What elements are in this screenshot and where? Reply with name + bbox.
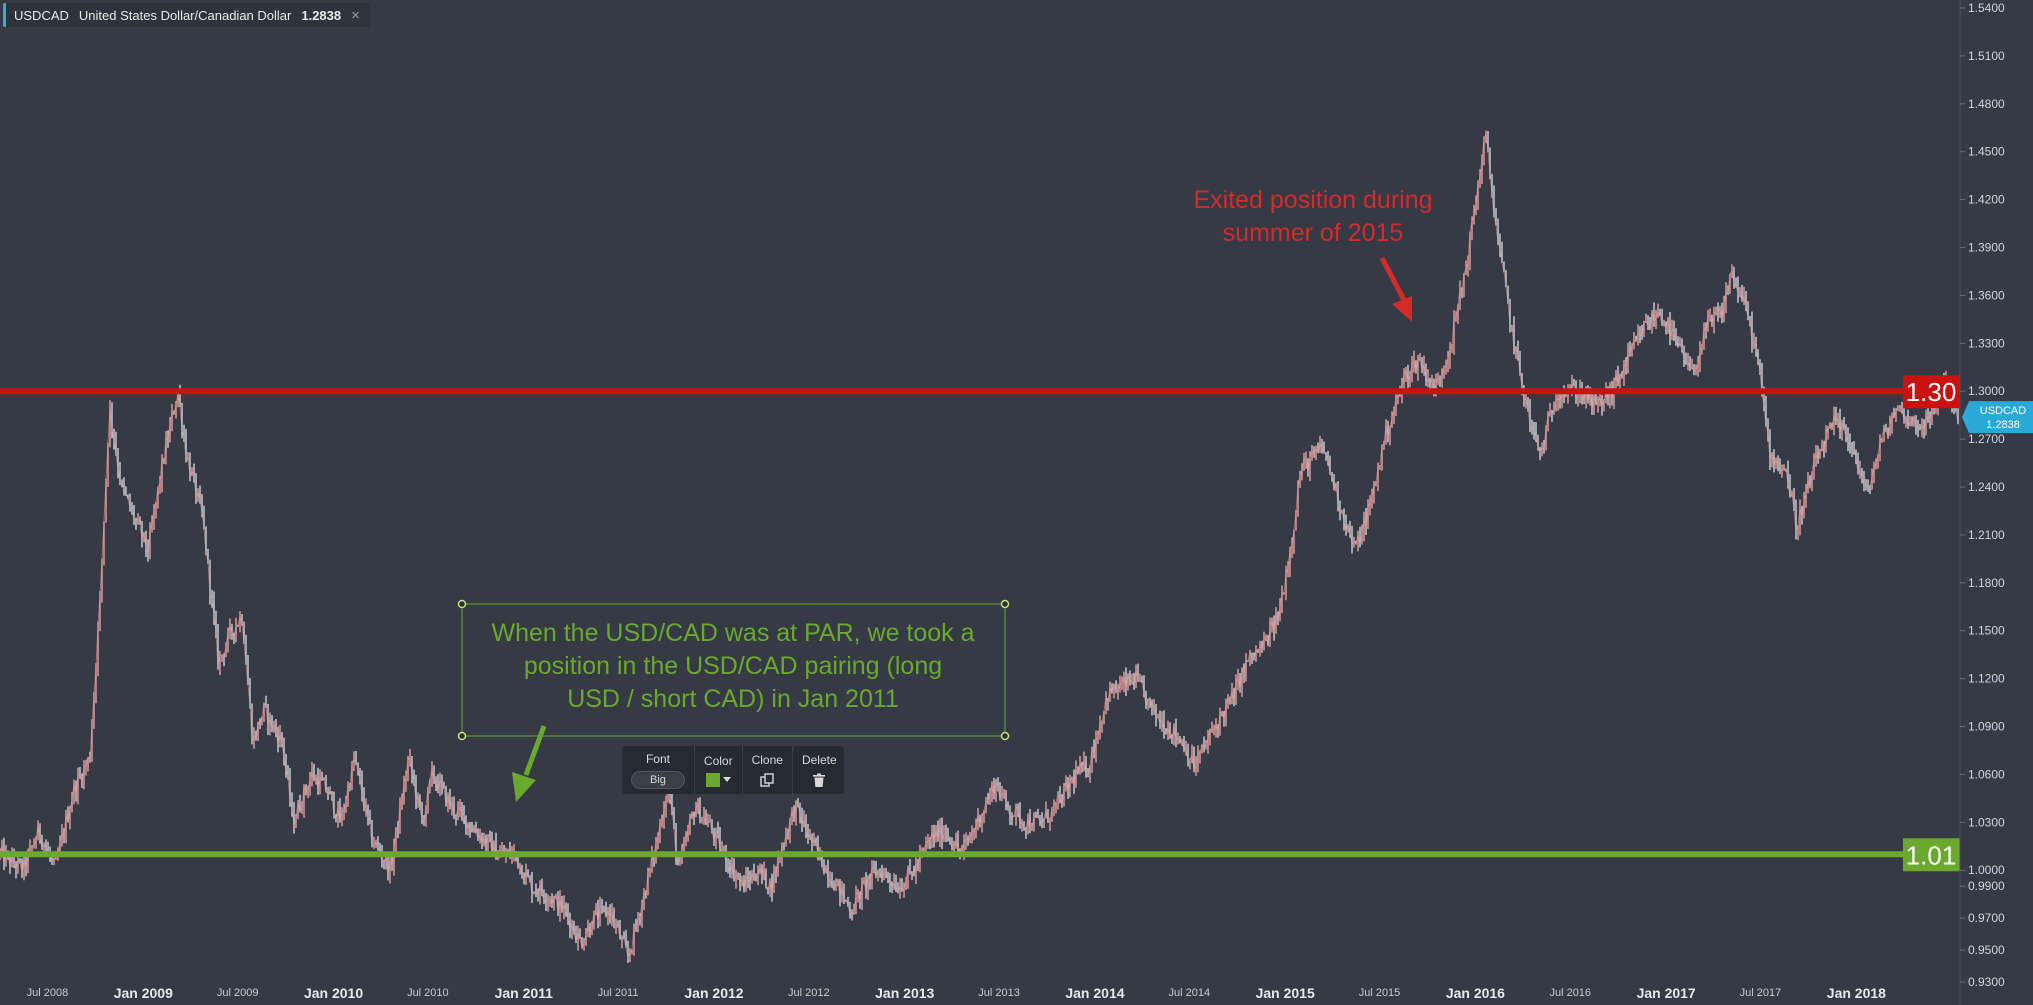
color-picker-button[interactable] xyxy=(705,772,731,787)
x-tick-label: Jan 2017 xyxy=(1637,985,1696,1001)
level-label-bg-1.01 xyxy=(1903,838,1960,872)
y-tick-label: 1.1500 xyxy=(1968,624,2005,638)
x-tick-label: Jan 2011 xyxy=(495,985,554,1001)
y-tick-label: 1.5100 xyxy=(1968,49,2005,63)
entry-annotation-line-1: When the USD/CAD was at PAR, we took a xyxy=(491,619,974,647)
close-icon[interactable]: × xyxy=(351,6,360,24)
exit-annotation-line-2: summer of 2015 xyxy=(1223,219,1404,247)
y-tick-label: 0.9300 xyxy=(1968,975,2005,989)
copy-icon[interactable] xyxy=(759,772,775,788)
y-tick-label: 1.0600 xyxy=(1968,767,2005,781)
exit-annotation-line-1: Exited position during xyxy=(1193,186,1432,214)
y-tick-label: 1.3300 xyxy=(1968,336,2005,350)
x-tick-label: Jul 2014 xyxy=(1168,987,1210,999)
x-tick-label: Jan 2018 xyxy=(1827,985,1886,1001)
y-tick-label: 1.2400 xyxy=(1968,480,2005,494)
x-tick-label: Jan 2014 xyxy=(1065,985,1124,1001)
x-tick-label: Jul 2013 xyxy=(978,987,1020,999)
clone-group: Clone xyxy=(743,746,793,794)
selection-handle-bottom-left[interactable] xyxy=(457,731,467,741)
color-swatch xyxy=(705,772,720,787)
y-tick-label: 1.2700 xyxy=(1968,432,2005,446)
entry-arrow-head xyxy=(512,772,536,802)
selection-handle-top-left[interactable] xyxy=(457,599,467,609)
y-tick-label: 1.4500 xyxy=(1968,145,2005,159)
y-tick-label: 1.1200 xyxy=(1968,672,2005,686)
y-tick-label: 1.0300 xyxy=(1968,815,2005,829)
selection-handle-bottom-right[interactable] xyxy=(1000,731,1010,741)
exit-arrow-head xyxy=(1392,296,1412,322)
entry-annotation-line-2: position in the USD/CAD pairing (long xyxy=(524,652,942,680)
entry-annotation-line-3: USD / short CAD) in Jan 2011 xyxy=(567,685,899,713)
price-line xyxy=(0,132,1959,960)
entry-arrow-shaft xyxy=(523,725,547,776)
text-edit-toolbar: Font Big Color Clone Delete xyxy=(622,746,844,794)
instrument-price: 1.2838 xyxy=(301,7,342,23)
trash-icon[interactable] xyxy=(811,772,827,788)
x-tick-label: Jul 2015 xyxy=(1359,987,1401,999)
font-size-button[interactable]: Big xyxy=(631,770,685,789)
x-tick-label: Jan 2016 xyxy=(1446,985,1505,1001)
x-tick-label: Jul 2010 xyxy=(407,987,449,999)
x-tick-label: Jan 2013 xyxy=(875,985,934,1001)
x-tick-label: Jul 2017 xyxy=(1740,987,1782,999)
x-tick-label: Jul 2009 xyxy=(217,987,259,999)
y-tick-label: 1.3000 xyxy=(1968,384,2005,398)
y-tick-label: 1.4800 xyxy=(1968,97,2005,111)
price-series xyxy=(0,130,1959,963)
current-price-symbol: USDCAD xyxy=(1980,405,2027,417)
chevron-down-icon xyxy=(722,777,731,782)
selection-handle-top-right[interactable] xyxy=(1000,599,1010,609)
level-label-bg-1.30 xyxy=(1903,375,1960,409)
x-tick-label: Jul 2016 xyxy=(1549,987,1591,999)
y-tick-label: 1.0000 xyxy=(1968,863,2005,877)
color-label: Color xyxy=(703,753,733,768)
level-label-1.01: 1.01 xyxy=(1906,840,1957,870)
x-axis[interactable]: Jul 2008 Jan 2009 Jul 2009 Jan 2010 Jul 2010… xyxy=(27,985,1887,1001)
exit-arrow-shaft xyxy=(1379,256,1407,302)
y-tick-label: 1.4200 xyxy=(1968,193,2005,207)
y-axis[interactable]: 1.5400 1.5100 1.4800 1.4500 1.4200 1.3900 1.36… xyxy=(1960,1,2005,989)
horizontal-levels[interactable]: 1.30 1.01 xyxy=(0,375,1960,872)
instrument-name: United States Dollar/Canadian Dollar xyxy=(78,7,292,23)
y-tick-label: 1.1800 xyxy=(1968,576,2005,590)
x-tick-label: Jan 2015 xyxy=(1256,985,1315,1001)
level-label-1.30: 1.30 xyxy=(1906,377,1957,407)
y-tick-label: 1.5400 xyxy=(1968,1,2005,15)
y-tick-label: 0.9700 xyxy=(1968,911,2005,925)
y-tick-label: 0.9900 xyxy=(1968,879,2005,893)
x-tick-label: Jul 2008 xyxy=(27,987,69,999)
x-tick-label: Jul 2011 xyxy=(598,987,639,999)
y-tick-label: 0.9500 xyxy=(1968,943,2005,957)
clone-label: Clone xyxy=(751,752,783,767)
delete-group: Delete xyxy=(793,746,846,794)
y-tick-label: 1.3900 xyxy=(1968,241,2005,255)
font-label: Font xyxy=(645,751,670,766)
annotation-selection-box[interactable] xyxy=(461,603,1006,737)
delete-label: Delete xyxy=(801,752,837,767)
x-tick-label: Jan 2012 xyxy=(684,985,743,1001)
current-price-value: 1.2838 xyxy=(1986,419,2020,431)
x-tick-label: Jan 2009 xyxy=(114,985,173,1001)
color-group: Color xyxy=(695,746,743,794)
font-group: Font Big xyxy=(622,746,695,794)
current-price-marker: USDCAD 1.2838 xyxy=(1962,401,2033,434)
exit-annotation[interactable]: Exited position during summer of 2015 xyxy=(1193,186,1433,322)
x-tick-label: Jul 2012 xyxy=(788,987,830,999)
instrument-symbol: USDCAD xyxy=(14,7,69,23)
current-price-tag xyxy=(1962,401,2033,434)
y-tick-label: 1.3600 xyxy=(1968,288,2005,302)
instrument-tab[interactable]: USDCAD United States Dollar/Canadian Dol… xyxy=(3,3,370,27)
x-tick-label: Jan 2010 xyxy=(304,985,363,1001)
y-tick-label: 1.2100 xyxy=(1968,528,2005,542)
y-tick-label: 1.0900 xyxy=(1968,720,2005,734)
entry-annotation[interactable]: When the USD/CAD was at PAR, we took a p… xyxy=(457,599,1010,803)
